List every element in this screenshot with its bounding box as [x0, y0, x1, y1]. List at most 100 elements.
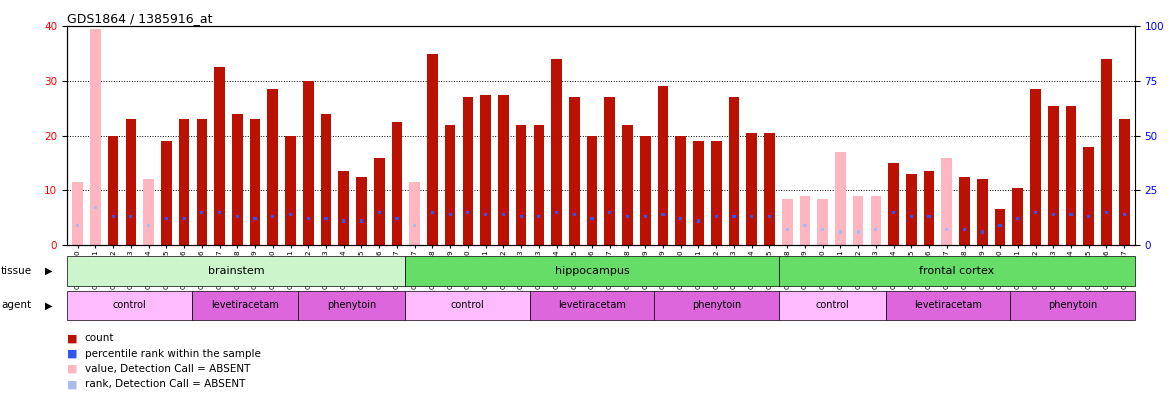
- Bar: [179, 119, 189, 245]
- Bar: [445, 125, 455, 245]
- Bar: [409, 182, 420, 245]
- Bar: [573, 213, 576, 216]
- Bar: [129, 215, 133, 218]
- Bar: [870, 196, 881, 245]
- Text: ■: ■: [67, 349, 78, 358]
- Bar: [91, 29, 101, 245]
- Bar: [267, 89, 278, 245]
- Bar: [1010, 291, 1135, 320]
- Bar: [779, 256, 1135, 286]
- Bar: [750, 215, 754, 218]
- Bar: [529, 291, 654, 320]
- Bar: [1048, 106, 1058, 245]
- Bar: [874, 228, 877, 231]
- Bar: [928, 215, 930, 218]
- Text: ■: ■: [67, 333, 78, 343]
- Bar: [853, 196, 863, 245]
- Bar: [448, 213, 452, 216]
- Bar: [661, 213, 664, 216]
- Bar: [960, 177, 970, 245]
- Bar: [626, 215, 629, 218]
- Text: ▶: ▶: [45, 266, 52, 276]
- Bar: [413, 224, 416, 227]
- Text: tissue: tissue: [1, 266, 32, 276]
- Bar: [640, 136, 650, 245]
- Bar: [406, 291, 529, 320]
- Text: control: control: [113, 301, 146, 310]
- Bar: [587, 136, 597, 245]
- Text: levetiracetam: levetiracetam: [211, 301, 279, 310]
- Bar: [1016, 217, 1020, 220]
- Bar: [303, 81, 314, 245]
- Text: levetiracetam: levetiracetam: [559, 301, 626, 310]
- Bar: [374, 158, 385, 245]
- Bar: [654, 291, 779, 320]
- Text: control: control: [815, 301, 849, 310]
- Bar: [200, 211, 203, 214]
- Bar: [856, 230, 860, 234]
- Bar: [499, 95, 509, 245]
- Bar: [569, 97, 580, 245]
- Bar: [395, 217, 399, 220]
- Bar: [693, 141, 703, 245]
- Bar: [817, 198, 828, 245]
- Bar: [733, 215, 735, 218]
- Text: ■: ■: [67, 364, 78, 374]
- Bar: [604, 97, 615, 245]
- Bar: [946, 228, 948, 231]
- Bar: [608, 211, 612, 214]
- Bar: [1101, 59, 1111, 245]
- Bar: [192, 291, 299, 320]
- Bar: [249, 119, 260, 245]
- Bar: [981, 230, 984, 234]
- Bar: [112, 215, 115, 218]
- Text: rank, Detection Call = ABSENT: rank, Detection Call = ABSENT: [85, 379, 245, 389]
- Bar: [963, 228, 967, 231]
- Bar: [1118, 119, 1129, 245]
- Bar: [462, 97, 473, 245]
- Bar: [67, 256, 406, 286]
- Bar: [1083, 147, 1094, 245]
- Bar: [214, 67, 225, 245]
- Bar: [427, 53, 437, 245]
- Text: levetiracetam: levetiracetam: [914, 301, 982, 310]
- Bar: [218, 211, 221, 214]
- Bar: [480, 95, 490, 245]
- Bar: [977, 179, 988, 245]
- Bar: [1105, 211, 1108, 214]
- Bar: [764, 133, 775, 245]
- Bar: [786, 228, 789, 231]
- Text: value, Detection Call = ABSENT: value, Detection Call = ABSENT: [85, 364, 250, 374]
- Bar: [680, 217, 682, 220]
- Bar: [768, 215, 771, 218]
- Bar: [430, 211, 434, 214]
- Bar: [299, 291, 406, 320]
- Bar: [520, 215, 522, 218]
- Bar: [1065, 106, 1076, 245]
- Bar: [1051, 213, 1055, 216]
- Bar: [995, 209, 1005, 245]
- Bar: [729, 97, 740, 245]
- Bar: [254, 217, 256, 220]
- Bar: [782, 198, 793, 245]
- Bar: [835, 152, 846, 245]
- Bar: [161, 141, 172, 245]
- Bar: [924, 171, 935, 245]
- Bar: [147, 224, 151, 227]
- Text: hippocampus: hippocampus: [555, 266, 629, 276]
- Bar: [502, 213, 505, 216]
- Bar: [534, 125, 544, 245]
- Bar: [342, 220, 346, 223]
- Text: count: count: [85, 333, 114, 343]
- Text: brainstem: brainstem: [208, 266, 265, 276]
- Bar: [1034, 211, 1037, 214]
- Bar: [590, 217, 594, 220]
- Text: ■: ■: [67, 379, 78, 389]
- Bar: [196, 119, 207, 245]
- Bar: [232, 114, 242, 245]
- Bar: [821, 228, 824, 231]
- Bar: [622, 125, 633, 245]
- Bar: [1013, 188, 1023, 245]
- Bar: [377, 211, 381, 214]
- Text: percentile rank within the sample: percentile rank within the sample: [85, 349, 261, 358]
